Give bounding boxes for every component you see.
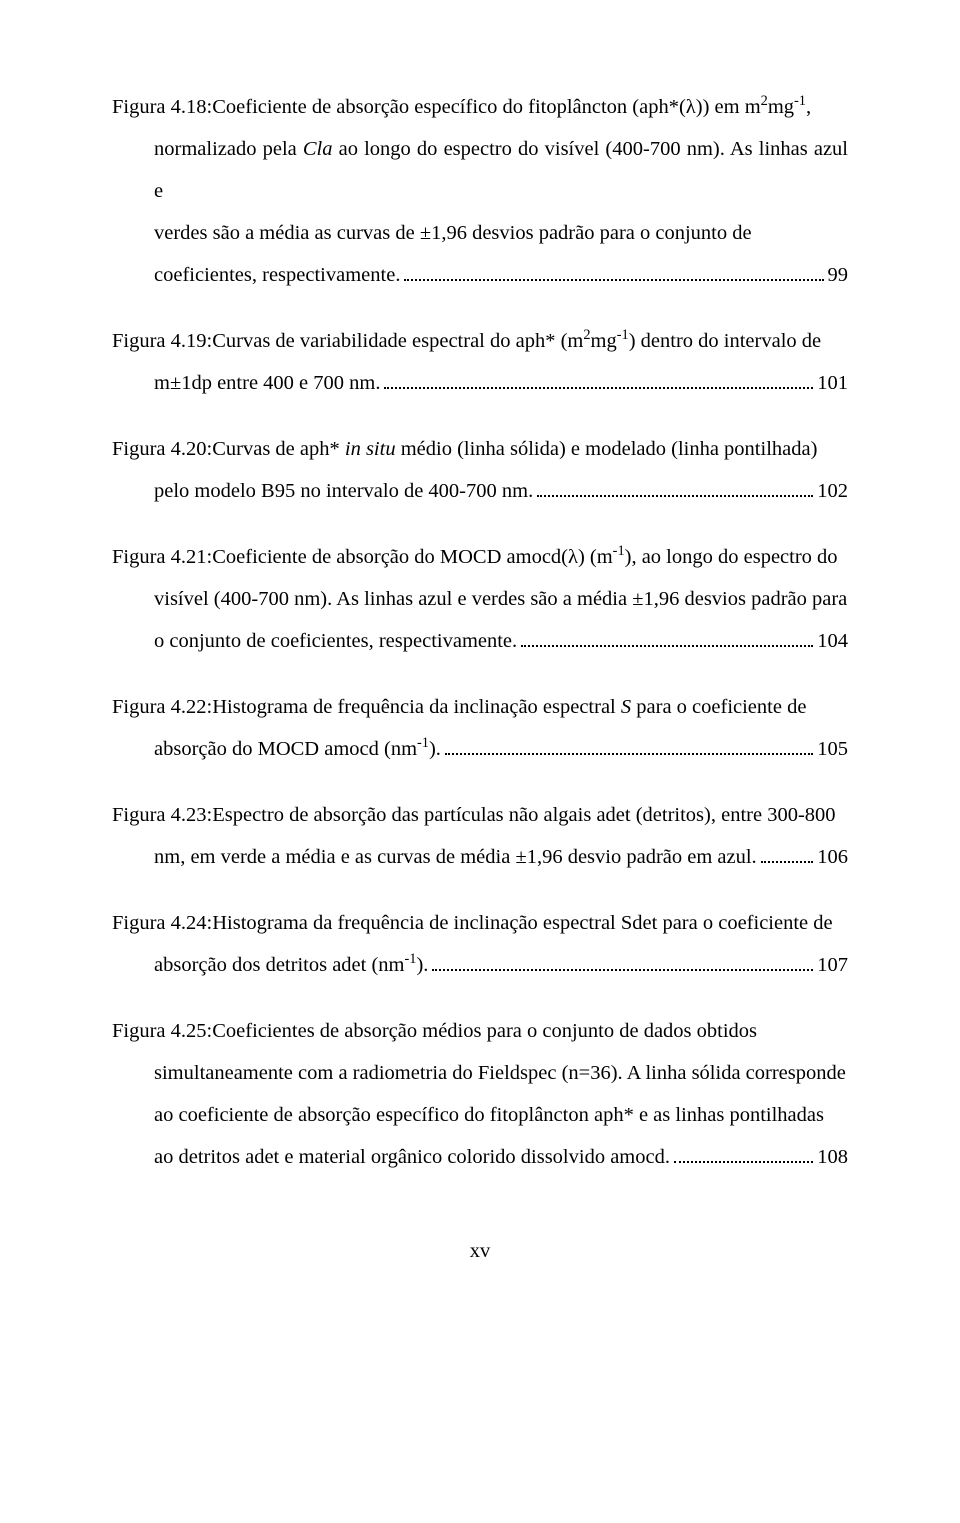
entry-label: Figura 4.22: bbox=[112, 686, 212, 728]
page-reference: 104 bbox=[817, 620, 848, 662]
entry-text-tail: absorção dos detritos adet (nm-1). bbox=[154, 944, 428, 986]
page-number-footer: xv bbox=[112, 1240, 848, 1263]
entry-label: Figura 4.24: bbox=[112, 902, 212, 944]
page-reference: 102 bbox=[817, 470, 848, 512]
entry-text-tail: o conjunto de coeficientes, respectivame… bbox=[154, 620, 517, 662]
entry-first-line: Figura 4.23: Espectro de absorção das pa… bbox=[112, 794, 848, 836]
entry-continuation-line: normalizado pela Cla ao longo do espectr… bbox=[112, 128, 848, 212]
entry-first-line: Figura 4.25: Coeficientes de absorção mé… bbox=[112, 1010, 848, 1052]
entry-label: Figura 4.19: bbox=[112, 320, 212, 362]
figure-entry: Figura 4.21: Coeficiente de absorção do … bbox=[112, 536, 848, 662]
list-of-figures: Figura 4.18: Coeficiente de absorção esp… bbox=[112, 86, 848, 1178]
figure-entry: Figura 4.25: Coeficientes de absorção mé… bbox=[112, 1010, 848, 1178]
entry-text: Espectro de absorção das partículas não … bbox=[212, 794, 835, 836]
figure-entry: Figura 4.20: Curvas de aph* in situ médi… bbox=[112, 428, 848, 512]
entry-first-line: Figura 4.22: Histograma de frequência da… bbox=[112, 686, 848, 728]
figure-entry: Figura 4.23: Espectro de absorção das pa… bbox=[112, 794, 848, 878]
entry-first-line: Figura 4.24: Histograma da frequência de… bbox=[112, 902, 848, 944]
entry-first-line: Figura 4.19: Curvas de variabilidade esp… bbox=[112, 320, 848, 362]
entry-continuation-line: visível (400-700 nm). As linhas azul e v… bbox=[112, 578, 848, 620]
page-reference: 99 bbox=[828, 254, 849, 296]
entry-text-tail: ao detritos adet e material orgânico col… bbox=[154, 1136, 670, 1178]
entry-first-line: Figura 4.18: Coeficiente de absorção esp… bbox=[112, 86, 848, 128]
entry-text-tail: pelo modelo B95 no intervalo de 400-700 … bbox=[154, 470, 533, 512]
entry-text-tail: absorção do MOCD amocd (nm-1). bbox=[154, 728, 441, 770]
page-reference: 106 bbox=[817, 836, 848, 878]
entry-last-line: o conjunto de coeficientes, respectivame… bbox=[112, 620, 848, 662]
leader-dots bbox=[674, 1144, 813, 1163]
entry-last-line: pelo modelo B95 no intervalo de 400-700 … bbox=[112, 470, 848, 512]
entry-label: Figura 4.20: bbox=[112, 428, 212, 470]
entry-text: Coeficiente de absorção do MOCD amocd(λ)… bbox=[212, 536, 837, 578]
page-reference: 107 bbox=[817, 944, 848, 986]
leader-dots bbox=[521, 628, 813, 647]
entry-text: Histograma da frequência de inclinação e… bbox=[212, 902, 832, 944]
figure-entry: Figura 4.22: Histograma de frequência da… bbox=[112, 686, 848, 770]
entry-last-line: absorção do MOCD amocd (nm-1). 105 bbox=[112, 728, 848, 770]
entry-first-line: Figura 4.20: Curvas de aph* in situ médi… bbox=[112, 428, 848, 470]
leader-dots bbox=[404, 262, 823, 281]
leader-dots bbox=[537, 478, 813, 497]
entry-last-line: m±1dp entre 400 e 700 nm. 101 bbox=[112, 362, 848, 404]
entry-continuation-line: verdes são a média as curvas de ±1,96 de… bbox=[112, 212, 848, 254]
entry-last-line: ao detritos adet e material orgânico col… bbox=[112, 1136, 848, 1178]
entry-text-tail: coeficientes, respectivamente. bbox=[154, 254, 400, 296]
entry-text: Curvas de variabilidade espectral do aph… bbox=[212, 320, 821, 362]
figure-entry: Figura 4.19: Curvas de variabilidade esp… bbox=[112, 320, 848, 404]
entry-last-line: absorção dos detritos adet (nm-1). 107 bbox=[112, 944, 848, 986]
entry-text-tail: nm, em verde a média e as curvas de médi… bbox=[154, 836, 757, 878]
entry-label: Figura 4.21: bbox=[112, 536, 212, 578]
entry-last-line: nm, em verde a média e as curvas de médi… bbox=[112, 836, 848, 878]
entry-text-tail: m±1dp entre 400 e 700 nm. bbox=[154, 362, 380, 404]
entry-continuation-line: simultaneamente com a radiometria do Fie… bbox=[112, 1052, 848, 1094]
page-container: Figura 4.18: Coeficiente de absorção esp… bbox=[0, 0, 960, 1323]
entry-label: Figura 4.25: bbox=[112, 1010, 212, 1052]
leader-dots bbox=[432, 952, 813, 971]
entry-text: Curvas de aph* in situ médio (linha sóli… bbox=[212, 428, 817, 470]
entry-text: Coeficientes de absorção médios para o c… bbox=[212, 1010, 757, 1052]
entry-text: Coeficiente de absorção específico do fi… bbox=[212, 86, 811, 128]
entry-first-line: Figura 4.21: Coeficiente de absorção do … bbox=[112, 536, 848, 578]
leader-dots bbox=[384, 370, 813, 389]
entry-text: Histograma de frequência da inclinação e… bbox=[212, 686, 806, 728]
leader-dots bbox=[761, 844, 814, 863]
figure-entry: Figura 4.24: Histograma da frequência de… bbox=[112, 902, 848, 986]
page-reference: 101 bbox=[817, 362, 848, 404]
page-reference: 108 bbox=[817, 1136, 848, 1178]
leader-dots bbox=[445, 736, 813, 755]
page-reference: 105 bbox=[817, 728, 848, 770]
entry-label: Figura 4.23: bbox=[112, 794, 212, 836]
entry-last-line: coeficientes, respectivamente. 99 bbox=[112, 254, 848, 296]
entry-label: Figura 4.18: bbox=[112, 86, 212, 128]
entry-continuation-line: ao coeficiente de absorção específico do… bbox=[112, 1094, 848, 1136]
figure-entry: Figura 4.18: Coeficiente de absorção esp… bbox=[112, 86, 848, 296]
